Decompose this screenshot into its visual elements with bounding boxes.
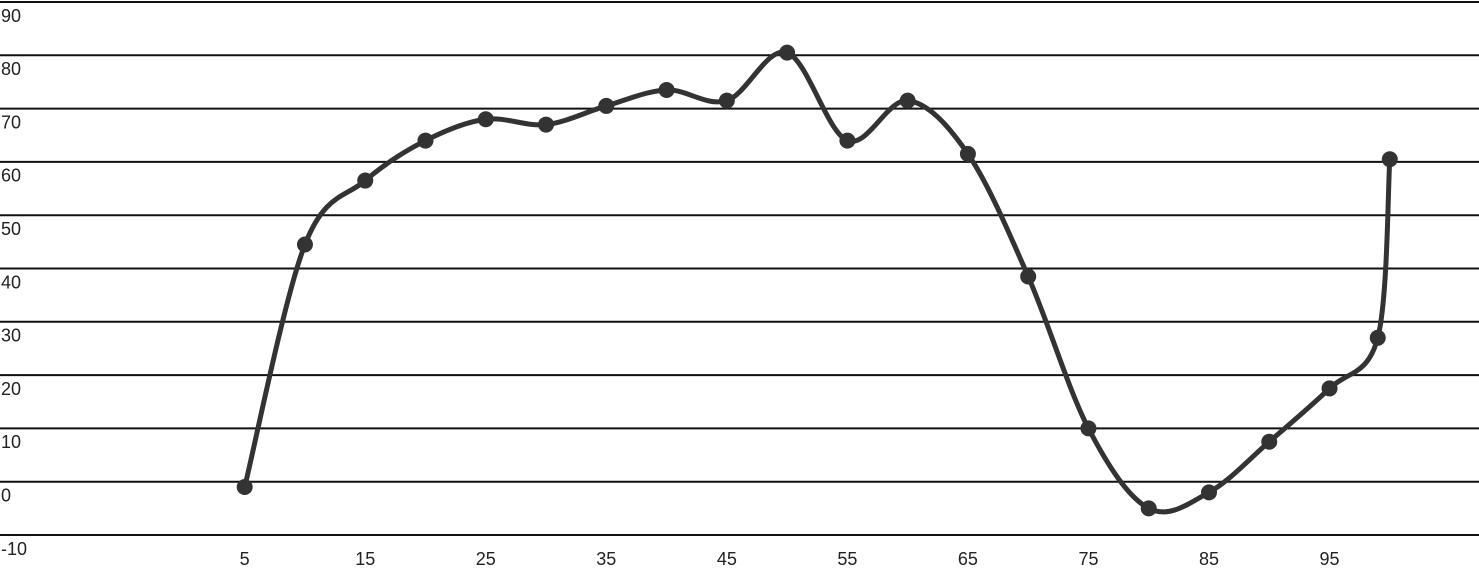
y-tick-label: 10 [1, 432, 21, 452]
point [839, 132, 856, 149]
point [236, 479, 253, 496]
point [1020, 268, 1037, 285]
y-tick-label: 30 [1, 326, 21, 346]
x-tick-label: 55 [837, 549, 857, 569]
y-tick-label: 80 [1, 59, 21, 79]
point [658, 81, 675, 98]
point [1200, 484, 1217, 501]
point [779, 44, 796, 61]
point [357, 172, 374, 189]
point [477, 111, 494, 128]
y-tick-label: 50 [1, 219, 21, 239]
point [1381, 151, 1398, 168]
y-tick-label: 40 [1, 272, 21, 292]
point [1140, 500, 1157, 517]
x-tick-label: 5 [240, 549, 250, 569]
point [1369, 329, 1386, 346]
x-tick-label: 25 [476, 549, 496, 569]
y-tick-label: -10 [1, 539, 27, 559]
y-tick-label: 60 [1, 166, 21, 186]
y-tick-label: 20 [1, 379, 21, 399]
x-tick-label: 95 [1320, 549, 1340, 569]
x-tick-label: 65 [958, 549, 978, 569]
x-tick-label: 75 [1078, 549, 1098, 569]
point [1080, 420, 1097, 437]
x-tick-label: 85 [1199, 549, 1219, 569]
point [959, 145, 976, 162]
y-tick-label: 90 [1, 6, 21, 26]
point [1321, 380, 1338, 397]
point [718, 92, 735, 109]
line [242, 49, 1393, 515]
x-tick-label: 35 [596, 549, 616, 569]
y-tick-label: 70 [1, 112, 21, 132]
point [1261, 433, 1278, 450]
point [296, 236, 313, 253]
point [899, 92, 916, 109]
point [417, 132, 434, 149]
point [598, 97, 615, 114]
x-tick-label: 45 [717, 549, 737, 569]
y-tick-label: 0 [1, 485, 11, 505]
point [538, 116, 555, 133]
x-tick-label: 15 [355, 549, 375, 569]
